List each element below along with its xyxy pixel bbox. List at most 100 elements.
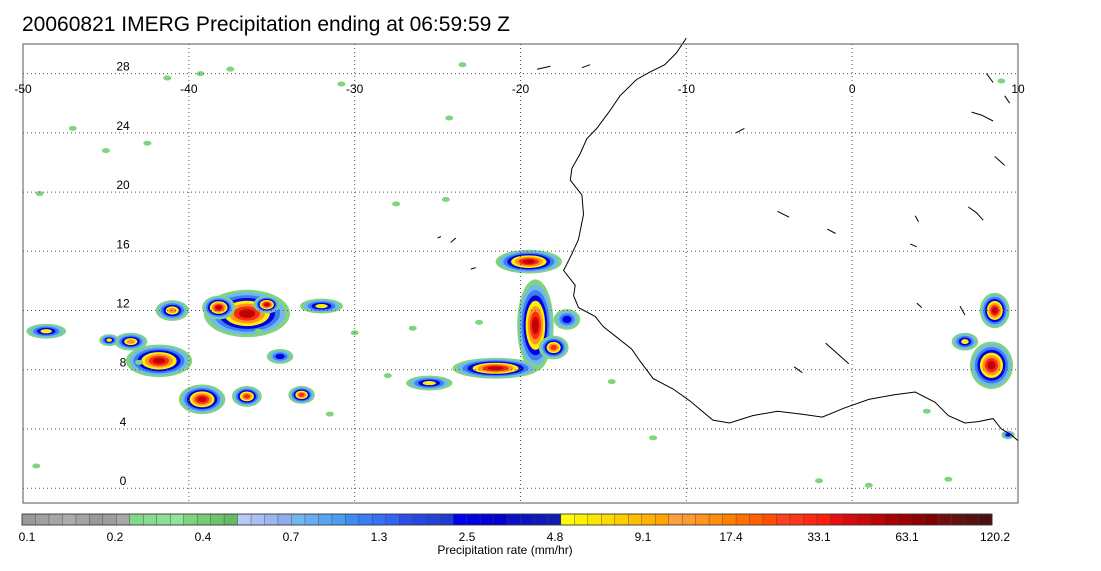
colorbar-swatch	[479, 513, 495, 526]
precip-ring	[987, 360, 996, 370]
longitude-tick-label: -50	[14, 82, 32, 96]
light-rain-patch	[68, 125, 77, 131]
colorbar: 0.1 0.2 0.4 0.7 1.3 2.5 4.8 9.1 17.4 33.1 63.1 120.…	[19, 513, 1010, 544]
colorbar-swatch	[520, 513, 535, 526]
precip-cell	[495, 249, 562, 274]
colorbar-swatch	[264, 513, 279, 526]
inland-water-path	[916, 302, 923, 308]
colorbar-swatch	[439, 513, 454, 526]
colorbar-swatch	[762, 513, 777, 526]
colorbar-swatch	[560, 513, 575, 526]
latitude-tick-label: 20	[116, 178, 130, 192]
colorbar-swatch	[830, 513, 845, 526]
light-rain-patch	[143, 140, 152, 146]
light-rain-patch	[458, 62, 467, 68]
precip-cell	[266, 349, 294, 364]
precip-cell	[538, 335, 569, 360]
inland-water-path	[986, 73, 994, 83]
light-rain-patch	[922, 408, 931, 414]
longitude-tick-label: 10	[1011, 82, 1025, 96]
light-rain-patch	[649, 435, 658, 441]
precip-ring	[168, 308, 177, 314]
colorbar-swatch	[641, 513, 656, 526]
inland-water-path	[450, 237, 457, 243]
colorbar-swatch	[116, 513, 131, 526]
colorbar-swatch	[169, 513, 185, 526]
precip-ring	[106, 338, 113, 342]
inland-water-path	[827, 228, 836, 234]
colorbar-swatch	[884, 513, 899, 526]
precip-cell	[969, 341, 1014, 389]
precip-cell	[202, 295, 236, 320]
light-rain-patch	[325, 411, 334, 417]
colorbar-tick-label: 0.7	[283, 530, 300, 544]
inland-water-path	[971, 111, 994, 122]
inland-water-path	[968, 206, 984, 221]
precip-cell	[951, 332, 979, 351]
colorbar-swatch	[695, 513, 710, 526]
colorbar-swatch	[358, 513, 373, 526]
coastline	[437, 37, 1019, 442]
colorbar-swatch	[425, 513, 441, 526]
precip-ring	[152, 357, 166, 364]
precip-ring	[126, 339, 135, 344]
colorbar-swatch	[102, 513, 117, 526]
colorbar-swatch	[857, 513, 872, 526]
colorbar-swatch	[372, 513, 387, 526]
inland-water-path	[994, 156, 1006, 166]
precip-cell	[231, 386, 262, 407]
light-rain-patch	[32, 463, 41, 469]
colorbar-swatch	[789, 513, 804, 526]
colorbar-swatch	[89, 513, 104, 526]
colorbar-swatch	[749, 513, 764, 526]
colorbar-swatch	[614, 513, 629, 526]
precip-ring	[197, 396, 207, 403]
precip-cell	[979, 292, 1010, 329]
colorbar-swatch	[668, 513, 683, 526]
colorbar-swatch	[964, 513, 980, 526]
colorbar-swatch	[870, 513, 885, 526]
inland-water-path	[959, 305, 966, 316]
light-rain-patch	[607, 379, 616, 385]
colorbar-swatch	[385, 513, 400, 526]
light-rain-patch	[864, 482, 873, 488]
inland-water-path	[536, 65, 551, 70]
precip-ring	[215, 305, 222, 310]
light-rain-patch	[337, 81, 346, 87]
precip-cell	[299, 298, 344, 314]
colorbar-tick-label: 4.8	[547, 530, 564, 544]
light-rain-patch	[445, 115, 454, 121]
light-rain-patch	[383, 373, 392, 379]
precip-cell	[288, 386, 315, 404]
colorbar-swatch	[587, 513, 602, 526]
colorbar-swatch	[210, 513, 225, 526]
colorbar-tick-label: 120.2	[980, 530, 1010, 544]
colorbar-swatch	[506, 513, 521, 526]
colorbar-label: Precipitation rate (mm/hr)	[437, 543, 572, 557]
graticule	[22, 44, 1019, 503]
colorbar-swatch	[291, 513, 306, 526]
colorbar-swatch	[681, 513, 697, 526]
colorbar-tick-label: 0.1	[19, 530, 36, 544]
colorbar-swatch	[547, 513, 562, 526]
light-rain-patch	[35, 191, 44, 197]
light-rain-patch	[101, 148, 110, 154]
inland-water-path	[735, 127, 745, 134]
colorbar-tick-label: 0.2	[107, 530, 124, 544]
longitude-tick-label: -40	[180, 82, 198, 96]
colorbar-swatch	[21, 513, 36, 526]
colorbar-swatch	[183, 513, 198, 526]
precip-ring	[992, 307, 998, 314]
longitude-tick-label: -10	[678, 82, 696, 96]
colorbar-swatch	[75, 513, 90, 526]
precip-ring	[532, 316, 539, 334]
light-rain-patch	[135, 359, 144, 365]
precip-ring	[487, 366, 504, 371]
colorbar-swatch	[910, 513, 926, 526]
precip-ring	[275, 353, 285, 359]
light-rain-patch	[254, 328, 263, 334]
light-rain-patch	[196, 71, 205, 77]
light-rain-patch	[226, 66, 235, 72]
precip-cell	[253, 295, 281, 314]
